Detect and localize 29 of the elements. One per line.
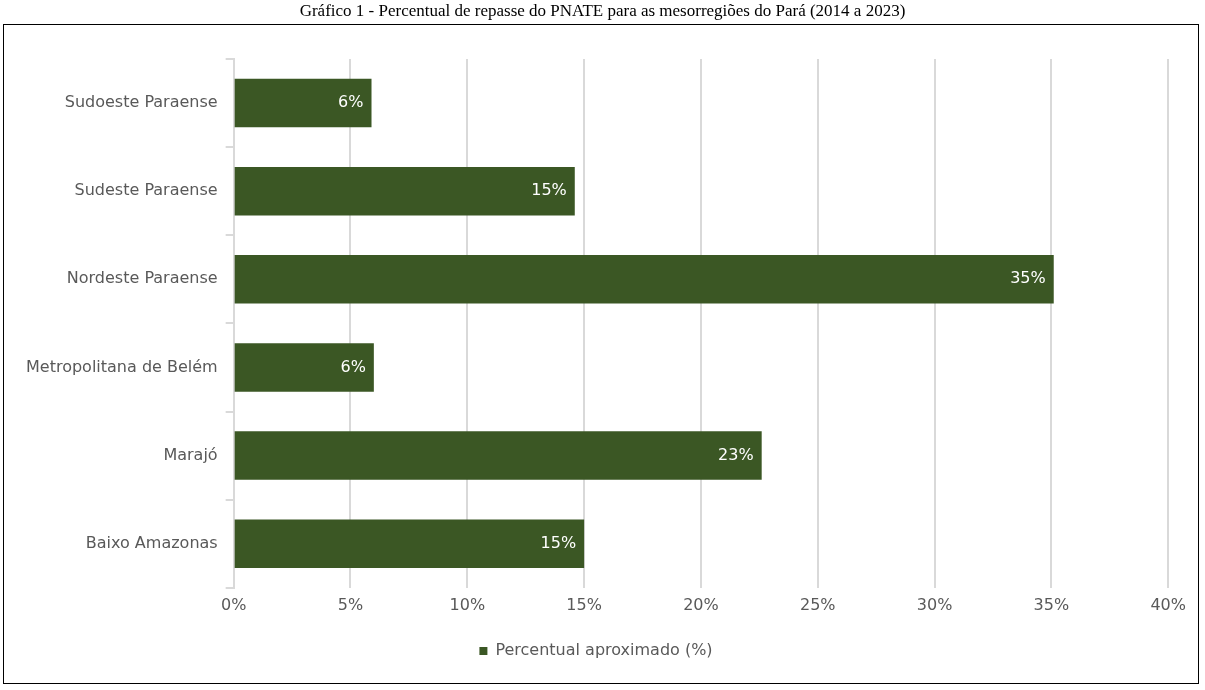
legend-label: Percentual aproximado (%) <box>495 640 713 660</box>
y-tick-label: Sudoeste Paraense <box>64 92 218 112</box>
chart-title: Gráfico 1 - Percentual de repasse do PNATE para as mesorregiões do Pará (2014 a 2023) <box>298 0 907 22</box>
bar <box>234 255 1054 304</box>
bar <box>234 519 585 568</box>
y-tick-label: Nordeste Paraense <box>66 268 218 288</box>
bar <box>234 431 762 480</box>
x-tick-label: 40% <box>1150 594 1186 614</box>
x-tick-label: 20% <box>683 594 719 614</box>
data-label: 35% <box>1010 268 1046 288</box>
data-label: 15% <box>531 180 567 200</box>
data-label: 23% <box>718 444 754 464</box>
y-tick-label: Sudeste Paraense <box>74 180 218 200</box>
data-label: 6% <box>340 356 366 376</box>
data-label: 15% <box>540 532 577 552</box>
x-tick-label: 5% <box>337 594 364 614</box>
bar <box>234 78 372 128</box>
x-tick-label: 0% <box>220 594 247 614</box>
x-tick-label: 15% <box>566 594 602 614</box>
x-tick-label: 30% <box>916 594 953 614</box>
bar <box>234 343 374 392</box>
y-tick-label: Metropolitana de Belém <box>25 356 218 376</box>
x-tick-label: 35% <box>1033 594 1070 614</box>
y-tick-label: Baixo Amazonas <box>85 532 218 552</box>
x-tick-label: 25% <box>799 594 836 614</box>
x-tick-label: 10% <box>449 594 486 614</box>
data-label: 6% <box>338 92 364 112</box>
y-tick-label: Marajó <box>163 444 218 464</box>
bar <box>234 166 575 216</box>
